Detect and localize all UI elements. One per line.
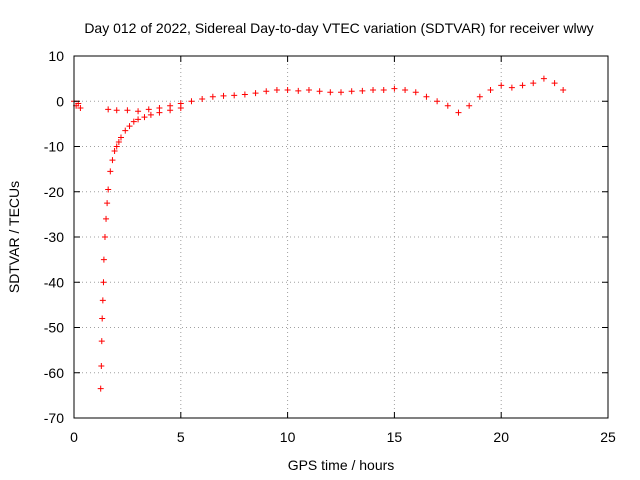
data-point (141, 114, 148, 121)
data-point (284, 86, 291, 93)
y-tick-label: -40 (44, 274, 64, 290)
data-point (199, 95, 206, 102)
chart-title: Day 012 of 2022, Sidereal Day-to-day VTE… (84, 20, 593, 36)
data-point (476, 93, 483, 100)
data-point (434, 98, 441, 105)
data-point (498, 82, 505, 89)
data-point (231, 92, 238, 99)
data-point (100, 279, 107, 286)
data-point (316, 88, 323, 95)
data-point (99, 297, 106, 304)
grid-lines (74, 56, 608, 418)
y-tick-label: -10 (44, 139, 64, 155)
data-point (487, 86, 494, 93)
x-tick-label: 5 (177, 429, 185, 445)
data-point (540, 75, 547, 82)
data-point (402, 86, 409, 93)
data-point (508, 84, 515, 91)
data-point (124, 107, 131, 114)
data-point (104, 200, 111, 207)
x-axis-label: GPS time / hours (288, 457, 395, 473)
data-point (391, 85, 398, 92)
data-point (115, 138, 122, 145)
data-point (423, 93, 430, 100)
data-point (455, 109, 462, 116)
x-axis-ticks: 0 5 10 15 20 25 (70, 56, 616, 445)
y-axis-ticks: 10 0 -10 -20 -30 -40 -50 -60 -70 (44, 48, 608, 426)
data-point (466, 102, 473, 109)
data-point (188, 98, 195, 105)
y-tick-label: -60 (44, 365, 64, 381)
data-point (122, 127, 129, 134)
x-tick-label: 15 (387, 429, 403, 445)
data-point (107, 168, 114, 175)
y-tick-label: -20 (44, 184, 64, 200)
data-point (370, 86, 377, 93)
data-point (111, 148, 118, 155)
y-tick-label: -50 (44, 320, 64, 336)
data-point (99, 315, 106, 322)
data-point (305, 86, 312, 93)
data-point (113, 143, 120, 150)
x-tick-label: 10 (280, 429, 296, 445)
data-point (295, 87, 302, 94)
data-point (147, 111, 154, 118)
data-point (167, 102, 174, 109)
data-point (209, 93, 216, 100)
data-point (359, 87, 366, 94)
data-point (105, 186, 112, 193)
y-tick-label: 0 (56, 93, 64, 109)
data-point (126, 123, 133, 130)
data-point (220, 92, 227, 99)
data-point (519, 82, 526, 89)
data-point (98, 338, 105, 345)
data-point (113, 107, 120, 114)
data-point (135, 116, 142, 123)
data-point (97, 385, 104, 392)
data-point (105, 106, 112, 113)
data-point (109, 157, 116, 164)
data-point (252, 90, 259, 97)
data-point (98, 362, 105, 369)
data-point (117, 134, 124, 141)
data-points (71, 75, 567, 392)
data-point (273, 86, 280, 93)
data-point (100, 256, 107, 263)
data-point (338, 89, 344, 96)
data-point (551, 80, 558, 87)
x-tick-label: 25 (600, 429, 616, 445)
y-tick-label: 10 (48, 48, 64, 64)
x-tick-label: 0 (70, 429, 78, 445)
data-point (135, 108, 142, 115)
data-point (130, 118, 137, 125)
data-point (145, 106, 152, 113)
data-point (327, 89, 334, 96)
data-point (156, 105, 163, 112)
data-point (412, 89, 419, 96)
y-tick-label: -30 (44, 229, 64, 245)
data-point (263, 88, 270, 95)
data-point (101, 234, 108, 240)
data-point (560, 86, 567, 93)
x-tick-label: 20 (493, 429, 509, 445)
data-point (177, 100, 184, 107)
y-axis-label: SDTVAR / TECUs (6, 181, 22, 293)
data-point (380, 86, 387, 93)
data-point (444, 102, 451, 109)
data-point (241, 91, 248, 98)
data-point (348, 88, 355, 95)
y-tick-label: -70 (44, 410, 64, 426)
data-point (77, 105, 84, 112)
data-point (530, 80, 537, 87)
data-point (103, 215, 110, 222)
